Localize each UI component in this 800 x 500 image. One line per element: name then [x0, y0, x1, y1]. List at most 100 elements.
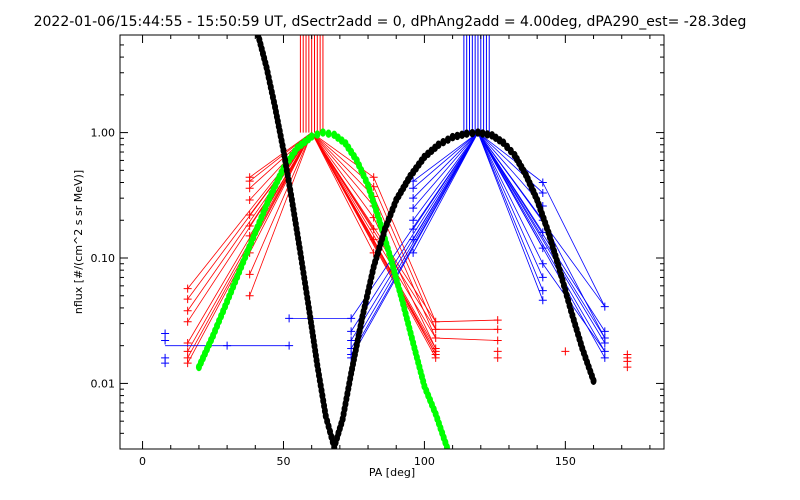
red-data-point: [561, 347, 570, 356]
green-model-dot: [397, 290, 404, 299]
black-model-point: [449, 132, 456, 142]
black-model-dot: [440, 138, 447, 147]
black-model-dot: [418, 156, 425, 165]
blue-data-point: [223, 341, 232, 350]
blue-connect-line: [542, 263, 606, 352]
blue-data-point: [285, 314, 294, 323]
red-data-point: [493, 353, 502, 362]
black-model-dot: [479, 129, 486, 138]
blue-data-point: [285, 341, 294, 350]
blue-connect-line: [477, 132, 606, 339]
blue-data-point: [409, 194, 418, 203]
black-model-dot: [469, 128, 476, 138]
green-model-dot: [291, 147, 298, 156]
red-connect-line: [373, 196, 437, 339]
red-data-point: [183, 317, 192, 326]
red-connect-line: [311, 132, 375, 253]
green-model-dot: [264, 198, 271, 208]
blue-data-point: [409, 235, 418, 244]
green-model-dot: [222, 302, 229, 311]
green-model-dot: [325, 129, 332, 138]
black-model-dot: [566, 301, 573, 310]
green-model-dot: [386, 249, 393, 258]
blue-data-point: [161, 359, 170, 368]
blue-connect-line: [477, 132, 544, 278]
red-connect-line: [373, 177, 437, 322]
green-model-dot: [208, 336, 215, 345]
black-model-dot: [288, 190, 295, 200]
y-tick-label: 1.00: [91, 127, 116, 140]
black-model-dot: [369, 267, 376, 277]
chart-title: 2022-01-06/15:44:55 - 15:50:59 UT, dSect…: [34, 14, 747, 30]
blue-data-point: [347, 314, 356, 323]
blue-connect-line: [477, 132, 544, 301]
black-model-dot: [588, 371, 595, 381]
blue-connect-line: [477, 132, 544, 291]
blue-connect-line: [477, 132, 544, 183]
black-model-dot: [321, 406, 328, 416]
black-model-dot: [520, 166, 527, 176]
blue-connect-line: [542, 182, 606, 307]
green-model-dot: [314, 130, 321, 139]
blue-data-point: [538, 286, 547, 295]
blue-connect-line: [412, 132, 479, 230]
red-data-point: [245, 291, 254, 300]
black-model-dot: [358, 317, 365, 326]
red-connect-line: [311, 132, 374, 197]
black-model-dot: [313, 356, 320, 365]
black-model-dot: [270, 97, 277, 107]
black-model-point: [474, 128, 481, 137]
blue-connect-line: [477, 132, 606, 344]
red-data-point: [369, 225, 378, 234]
red-data-point: [369, 235, 378, 244]
black-model-dot: [543, 223, 550, 232]
red-data-point: [369, 173, 378, 182]
blue-data-point: [538, 259, 547, 268]
red-data-point: [245, 221, 254, 230]
black-model-dot: [305, 298, 312, 308]
blue-data-point: [538, 178, 547, 187]
green-model-dot: [430, 405, 437, 414]
blue-connect-line: [412, 132, 479, 189]
blue-connect-line: [477, 132, 606, 352]
blue-connect-line: [412, 132, 479, 221]
black-model-dot: [484, 130, 491, 139]
blue-data-point: [409, 225, 418, 234]
axes-layer: 0 50 100 150 0.01 0.10 1.00: [91, 34, 664, 468]
blue-data-point: [161, 336, 170, 345]
blue-connect-line: [412, 132, 479, 254]
blue-data-point: [347, 327, 356, 336]
blue-data-point: [347, 336, 356, 345]
green-model-dot: [442, 438, 449, 447]
green-model-dot: [374, 211, 381, 220]
green-model-dot: [250, 233, 257, 242]
red-connect-line: [249, 132, 312, 178]
black-model-dot: [555, 261, 562, 270]
blue-data-point: [409, 248, 418, 257]
black-model-dot: [279, 141, 286, 150]
black-model-dot: [577, 339, 584, 348]
red-connect-line: [311, 132, 437, 359]
black-series: [255, 35, 597, 449]
green-model-dot: [420, 377, 427, 386]
red-data-point: [245, 270, 254, 279]
black-model-point: [463, 129, 470, 138]
x-tick-label: 0: [139, 455, 146, 468]
green-model-dot: [236, 267, 243, 277]
black-model-dot: [532, 191, 539, 201]
red-data-point: [623, 363, 632, 372]
blue-connect-line: [350, 132, 479, 359]
red-data-point: [245, 184, 254, 193]
black-model-dot: [404, 175, 411, 185]
green-series: [195, 128, 450, 449]
blue-data-point: [538, 273, 547, 282]
red-data-point: [493, 336, 502, 345]
black-model-dot: [496, 136, 503, 145]
red-data-point: [245, 196, 254, 205]
green-model-dot: [350, 151, 357, 161]
black-model-dot: [431, 143, 438, 152]
green-model-dot: [362, 176, 369, 185]
blue-connect-line: [412, 132, 479, 240]
red-data-point: [431, 325, 440, 334]
